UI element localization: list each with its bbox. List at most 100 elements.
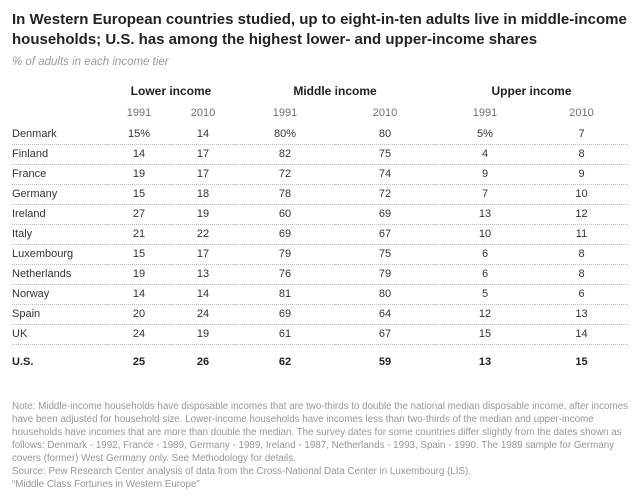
income-tier-table: Lower income Middle income Upper income … bbox=[12, 84, 629, 372]
value-cell: 7 bbox=[535, 124, 629, 145]
value-cell: 10 bbox=[435, 224, 535, 245]
country-cell: Norway bbox=[12, 284, 107, 305]
value-cell: 80 bbox=[335, 124, 435, 145]
value-cell: 24 bbox=[171, 304, 235, 325]
year-header-lower-1991: 1991 bbox=[126, 106, 152, 119]
value-cell: 9 bbox=[535, 164, 629, 185]
table-row: France 19 17 72 74 9 9 bbox=[12, 164, 629, 185]
country-cell: Denmark bbox=[12, 124, 107, 145]
country-cell: U.S. bbox=[12, 355, 34, 368]
year-header-lower-2010: 2010 bbox=[190, 106, 216, 119]
value-cell: 22 bbox=[171, 224, 235, 245]
value-cell: 72 bbox=[235, 164, 335, 185]
year-header-upper-2010: 2010 bbox=[569, 106, 594, 119]
value-cell: 75 bbox=[335, 144, 435, 165]
value-cell: 12 bbox=[435, 304, 535, 325]
year-header-row: 1991 2010 1991 2010 1991 2010 bbox=[12, 107, 628, 125]
value-cell: 8 bbox=[535, 144, 629, 165]
value-cell: 26 bbox=[196, 355, 210, 368]
value-cell: 76 bbox=[235, 264, 335, 285]
value-cell: 67 bbox=[335, 324, 435, 345]
note-text: Note: Middle-income households have disp… bbox=[12, 401, 628, 464]
value-cell: 80% bbox=[235, 124, 335, 145]
value-cell: 61 bbox=[235, 324, 335, 345]
value-cell: 7 bbox=[435, 184, 535, 205]
value-cell: 27 bbox=[107, 204, 171, 225]
country-cell: Germany bbox=[12, 184, 107, 205]
country-cell: France bbox=[12, 164, 107, 185]
country-cell: Spain bbox=[12, 304, 107, 325]
year-header-upper-1991: 1991 bbox=[472, 106, 498, 119]
value-cell: 14 bbox=[107, 144, 171, 165]
value-cell: 9 bbox=[435, 164, 535, 185]
country-cell: UK bbox=[12, 324, 107, 345]
country-cell: Netherlands bbox=[12, 264, 107, 285]
country-cell: Ireland bbox=[12, 204, 107, 225]
value-cell: 25 bbox=[132, 355, 146, 368]
column-group-lower-income: Lower income bbox=[130, 83, 212, 98]
table-row: Italy 21 22 69 67 10 11 bbox=[12, 224, 629, 245]
value-cell: 79 bbox=[335, 264, 435, 285]
value-cell: 5 bbox=[435, 284, 535, 305]
value-cell: 20 bbox=[107, 304, 171, 325]
value-cell: 19 bbox=[107, 164, 171, 185]
value-cell: 60 bbox=[235, 204, 335, 225]
value-cell: 5% bbox=[435, 124, 535, 145]
table-row: UK 24 19 61 67 15 14 bbox=[12, 324, 629, 345]
column-group-upper-income: Upper income bbox=[491, 83, 572, 98]
chart-subtitle: % of adults in each income tier bbox=[12, 55, 169, 68]
table-row: Netherlands 19 13 76 79 6 8 bbox=[12, 264, 629, 285]
value-cell: 15 bbox=[575, 355, 588, 368]
table-row: Finland 14 17 82 75 4 8 bbox=[12, 144, 629, 165]
country-cell: Luxembourg bbox=[12, 244, 107, 265]
column-group-middle-income: Middle income bbox=[293, 83, 377, 98]
value-cell: 15% bbox=[107, 124, 171, 145]
empty-header-cell bbox=[12, 107, 107, 125]
value-cell: 24 bbox=[107, 324, 171, 345]
chart-title: In Western European countries studied, u… bbox=[12, 11, 627, 48]
source-text: Source: Pew Research Center analysis of … bbox=[12, 465, 472, 477]
value-cell: 6 bbox=[435, 244, 535, 265]
value-cell: 21 bbox=[107, 224, 171, 245]
value-cell: 75 bbox=[335, 244, 435, 265]
value-cell: 13 bbox=[535, 304, 629, 325]
value-cell: 15 bbox=[107, 244, 171, 265]
value-cell: 15 bbox=[107, 184, 171, 205]
value-cell: 17 bbox=[171, 244, 235, 265]
value-cell: 14 bbox=[535, 324, 629, 345]
value-cell: 10 bbox=[535, 184, 629, 205]
value-cell: 67 bbox=[335, 224, 435, 245]
value-cell: 69 bbox=[235, 224, 335, 245]
value-cell: 80 bbox=[335, 284, 435, 305]
value-cell: 14 bbox=[171, 124, 235, 145]
value-cell: 13 bbox=[171, 264, 235, 285]
table-body: Denmark 15% 14 80% 80 5% 7 Finland 14 17 82 75 4 8 Fra… bbox=[12, 124, 629, 372]
empty-header-cell bbox=[12, 84, 107, 107]
value-cell: 14 bbox=[171, 284, 235, 305]
value-cell: 19 bbox=[107, 264, 171, 285]
value-cell: 17 bbox=[171, 164, 235, 185]
year-header-middle-2010: 2010 bbox=[372, 106, 398, 119]
table-row: Germany 15 18 78 72 7 10 bbox=[12, 184, 629, 205]
value-cell: 79 bbox=[235, 244, 335, 265]
value-cell: 72 bbox=[335, 184, 435, 205]
table-row-us: U.S. 25 26 62 59 13 15 bbox=[12, 344, 628, 371]
value-cell: 18 bbox=[171, 184, 235, 205]
column-group-header-row: Lower income Middle income Upper income bbox=[12, 84, 628, 107]
value-cell: 6 bbox=[435, 264, 535, 285]
table-row: Ireland 27 19 60 69 13 12 bbox=[12, 204, 629, 225]
value-cell: 19 bbox=[171, 324, 235, 345]
value-cell: 69 bbox=[335, 204, 435, 225]
table-row: Spain 20 24 69 64 12 13 bbox=[12, 304, 629, 325]
value-cell: 82 bbox=[235, 144, 335, 165]
value-cell: 17 bbox=[171, 144, 235, 165]
value-cell: 15 bbox=[435, 324, 535, 345]
value-cell: 6 bbox=[535, 284, 629, 305]
value-cell: 14 bbox=[107, 284, 171, 305]
value-cell: 4 bbox=[435, 144, 535, 165]
country-cell: Finland bbox=[12, 144, 107, 165]
value-cell: 78 bbox=[235, 184, 335, 205]
value-cell: 69 bbox=[235, 304, 335, 325]
value-cell: 8 bbox=[535, 244, 629, 265]
